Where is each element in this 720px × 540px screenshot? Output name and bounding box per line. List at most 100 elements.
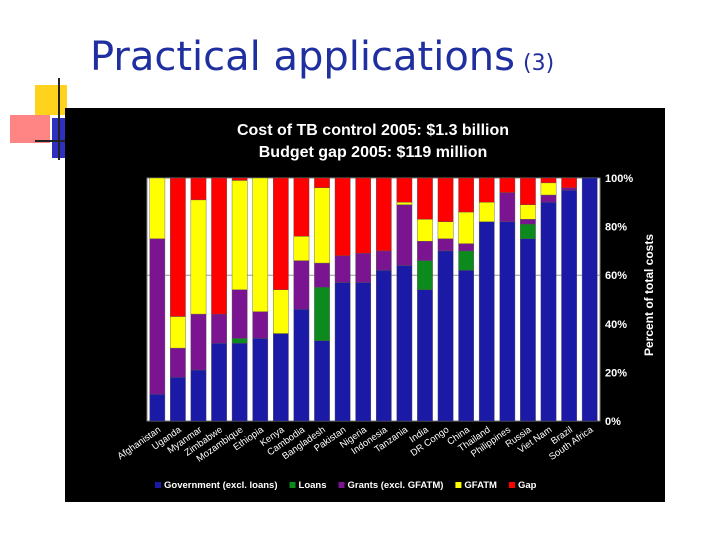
- bar-segment: [396, 177, 413, 203]
- bar-segment: [478, 177, 495, 203]
- legend-label: GFATM: [464, 480, 497, 491]
- bar-segment: [231, 338, 248, 344]
- bar-segment: [170, 316, 186, 349]
- bar-segment: [417, 260, 433, 290]
- legend-label: Gap: [518, 480, 537, 491]
- bar-segment: [520, 204, 536, 220]
- bar-segment: [437, 221, 454, 239]
- bar-segment: [314, 187, 330, 264]
- y-tick-label: 80%: [605, 222, 627, 234]
- bar-segment: [417, 289, 433, 422]
- y-axis-label: Percent of total costs: [642, 234, 656, 356]
- chart-panel: Cost of TB control 2005: $1.3 billion Bu…: [65, 108, 665, 502]
- y-tick-label: 20%: [605, 367, 627, 379]
- bar-segment: [540, 177, 557, 184]
- legend-label: Government (excl. loans): [164, 480, 278, 491]
- legend-swatch: [289, 482, 296, 488]
- bar-segment: [375, 270, 392, 422]
- bar-segment: [149, 394, 166, 422]
- bar-segment: [273, 177, 289, 290]
- bar-segment: [211, 177, 227, 315]
- bar-segment: [561, 189, 577, 422]
- stacked-bar-chart: Cost of TB control 2005: $1.3 billion Bu…: [116, 122, 656, 491]
- bar-segment: [520, 219, 536, 225]
- bar-segment: [293, 236, 310, 261]
- bar-segment: [437, 238, 454, 252]
- legend-label: Loans: [299, 480, 327, 491]
- bar-segment: [396, 265, 413, 422]
- bar-segment: [190, 369, 207, 422]
- bar-segment: [520, 177, 536, 205]
- legend-swatch: [508, 482, 515, 488]
- chart-title-line-2: Budget gap 2005: $119 million: [259, 144, 488, 161]
- bar-segment: [520, 223, 536, 239]
- bar-segment: [334, 177, 351, 256]
- bar-segment: [437, 177, 454, 222]
- bar-segment: [458, 270, 474, 422]
- bar-segment: [458, 243, 474, 252]
- deco-red-square: [10, 115, 50, 143]
- bar-segment: [478, 221, 495, 422]
- bar-segment: [190, 177, 207, 201]
- deco-yellow-square: [35, 85, 67, 115]
- bar-segment: [417, 240, 433, 261]
- bar-segment: [149, 238, 166, 395]
- bar-segment: [314, 287, 330, 342]
- bar-segment: [334, 255, 351, 283]
- bar-segment: [355, 177, 372, 254]
- bar-segment: [520, 238, 536, 422]
- bar-segment: [375, 250, 392, 271]
- slide-title: Practical applications (3): [90, 34, 554, 80]
- bar-segment: [231, 180, 248, 290]
- bar-segment: [273, 333, 289, 422]
- bar-segment: [293, 260, 310, 310]
- bar-segment: [581, 177, 598, 422]
- bar-segment: [211, 343, 227, 422]
- legend-swatch: [338, 482, 345, 488]
- bar-segment: [170, 177, 186, 317]
- bar-segment: [314, 177, 330, 188]
- bar-segment: [499, 177, 516, 193]
- bar-segment: [252, 311, 269, 339]
- bar-segment: [190, 199, 207, 315]
- bar-segment: [417, 177, 433, 220]
- slide-title-text: Practical applications: [90, 34, 515, 80]
- bar-segment: [211, 313, 227, 344]
- bar-segment: [293, 309, 310, 422]
- legend-swatch: [155, 482, 161, 488]
- y-tick-label: 0%: [605, 416, 621, 428]
- bar-segment: [458, 211, 474, 244]
- bar-segment: [437, 250, 454, 422]
- bar-segment: [314, 262, 330, 288]
- bar-segment: [231, 343, 248, 422]
- y-tick-label: 100%: [605, 173, 633, 185]
- bar-segment: [540, 202, 557, 422]
- bar-segment: [417, 219, 433, 242]
- bar-segment: [170, 377, 186, 422]
- bar-segment: [334, 282, 351, 422]
- bar-segment: [561, 177, 577, 188]
- bar-segment: [231, 177, 248, 181]
- legend-swatch: [455, 482, 462, 488]
- bar-segment: [149, 177, 166, 239]
- bar-segment: [396, 202, 413, 205]
- bar-segment: [478, 202, 495, 222]
- bar-segment: [231, 289, 248, 339]
- y-tick-label: 40%: [605, 319, 627, 331]
- deco-horizontal-line: [35, 140, 90, 142]
- bar-segment: [293, 177, 310, 237]
- bar-segment: [355, 282, 372, 422]
- y-tick-label: 60%: [605, 270, 627, 282]
- bar-segment: [355, 253, 372, 283]
- bar-segment: [314, 340, 330, 422]
- bar-segment: [499, 192, 516, 222]
- bar-segment: [540, 182, 557, 196]
- legend-label: Grants (excl. GFATM): [348, 480, 444, 491]
- bar-segment: [499, 221, 516, 422]
- bar-segment: [252, 177, 269, 312]
- slide-title-suffix: (3): [522, 51, 555, 76]
- bar-segment: [396, 204, 413, 266]
- bar-segment: [170, 347, 186, 378]
- bar-segment: [540, 194, 557, 203]
- bar-segment: [252, 338, 269, 422]
